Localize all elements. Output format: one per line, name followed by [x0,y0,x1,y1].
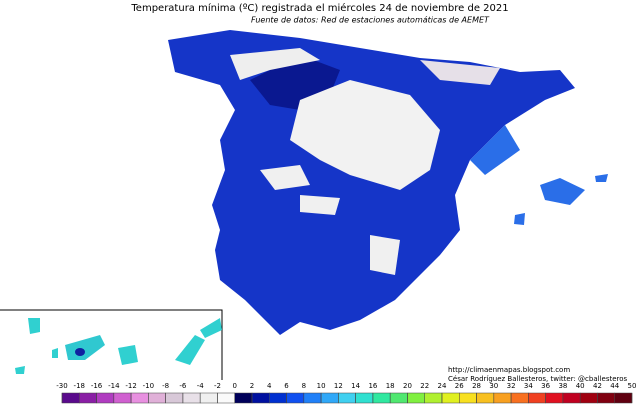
colorbar-swatch [320,392,339,404]
colorbar-swatch [269,392,287,404]
frost-area [300,195,340,215]
colorbar-label: 28 [472,382,481,390]
colorbar-swatch [338,392,356,404]
colorbar-label: -10 [143,382,154,390]
colorbar-swatch [389,392,408,404]
colorbar-label: -30 [56,382,67,390]
colorbar-label: 14 [351,382,360,390]
colorbar-swatch [130,392,149,404]
map-subtitle: Fuente de datos: Red de estaciones autom… [251,16,490,25]
frost-area [370,235,400,275]
colorbar-label: 26 [455,382,464,390]
island [15,366,25,374]
island [200,318,222,338]
colorbar-swatch [303,392,322,404]
colorbar-swatch [251,392,270,404]
colorbar-label: -14 [108,382,120,390]
colorbar-label: 32 [507,382,516,390]
colorbar-swatch [61,392,80,404]
colorbar-label: 20 [403,382,412,390]
colorbar-label: -18 [74,382,85,390]
colorbar-swatch [96,392,115,404]
colorbar-label: 40 [576,382,585,390]
colorbar-label: 22 [420,382,429,390]
colorbar-label: 50 [628,382,637,390]
island [175,335,205,365]
balearics [595,174,608,182]
frost-area [290,80,440,190]
colorbar-label: 36 [541,382,550,390]
colorbar-label: 42 [593,382,602,390]
colorbar-swatch [286,392,305,404]
balearics [540,178,585,205]
colorbar-swatch [407,392,425,404]
colorbar-swatch [476,392,495,404]
colorbar-swatch [441,392,460,404]
colorbar-label: -6 [179,382,187,390]
spain [168,30,575,335]
colorbar-label: 18 [386,382,395,390]
island [52,348,58,358]
frost-area [420,60,500,85]
frost-area [260,165,310,190]
colorbar-swatch [459,392,477,404]
colorbar-label: -2 [214,382,221,390]
colorbar-swatch [199,392,218,404]
colorbar-label: 44 [610,382,619,390]
colorbar-label: 10 [317,382,326,390]
peninsula [168,30,608,335]
island [28,318,40,334]
colorbar-swatch [579,392,598,404]
colorbar-label: 8 [302,382,306,390]
colorbar-label: 34 [524,382,533,390]
colorbar-swatch [355,392,374,404]
colorbar-label: 12 [334,382,343,390]
canary-inset [0,309,223,380]
frost-area [230,48,320,80]
colorbar-label: 24 [438,382,447,390]
colorbar-label: -4 [197,382,205,390]
inset-frame [0,309,223,380]
coast-area [470,125,520,175]
colorbar-swatch [510,392,529,404]
colorbar-swatch [614,392,633,404]
colorbar-label: 30 [489,382,498,390]
map-title: Temperatura mínima (ºC) registrada el mi… [130,2,508,14]
colorbar-label: -16 [91,382,103,390]
colorbar-label: 38 [558,382,567,390]
colorbar-swatch [217,392,235,404]
colorbar-label: 6 [284,382,289,390]
credit: César Rodríguez Ballesteros, twitter: @c… [448,375,628,383]
credit: http://climaenmapas.blogspot.com [448,366,570,374]
island [118,345,138,365]
colorbar-swatch [113,392,132,404]
island-peak [75,348,85,356]
colorbar-label: 2 [250,382,254,390]
colorbar-swatch [165,392,184,404]
colorbar-swatch [234,392,253,404]
colorbar: -30 -18 -16 -14 -12 -10 -8 -6 -4 -2 0 2 4 6 8 10 12 14 16 1… [56,382,637,404]
colorbar-swatch [493,392,512,404]
colorbar-label: -12 [125,382,136,390]
colorbar-swatch [182,392,201,404]
island [65,335,105,360]
colorbar-label: 16 [368,382,377,390]
colorbar-swatch [79,392,97,404]
colorbar-swatch [597,392,615,404]
colorbar-swatch [562,392,581,404]
colorbar-swatch [424,392,443,404]
colorbar-swatch [372,392,391,404]
colorbar-label: 0 [232,382,236,390]
balearics [514,213,525,225]
colorbar-label: 4 [267,382,272,390]
colorbar-swatch [545,392,564,404]
colorbar-swatch [528,392,546,404]
colorbar-swatch [148,392,166,404]
colorbar-label: -8 [162,382,169,390]
